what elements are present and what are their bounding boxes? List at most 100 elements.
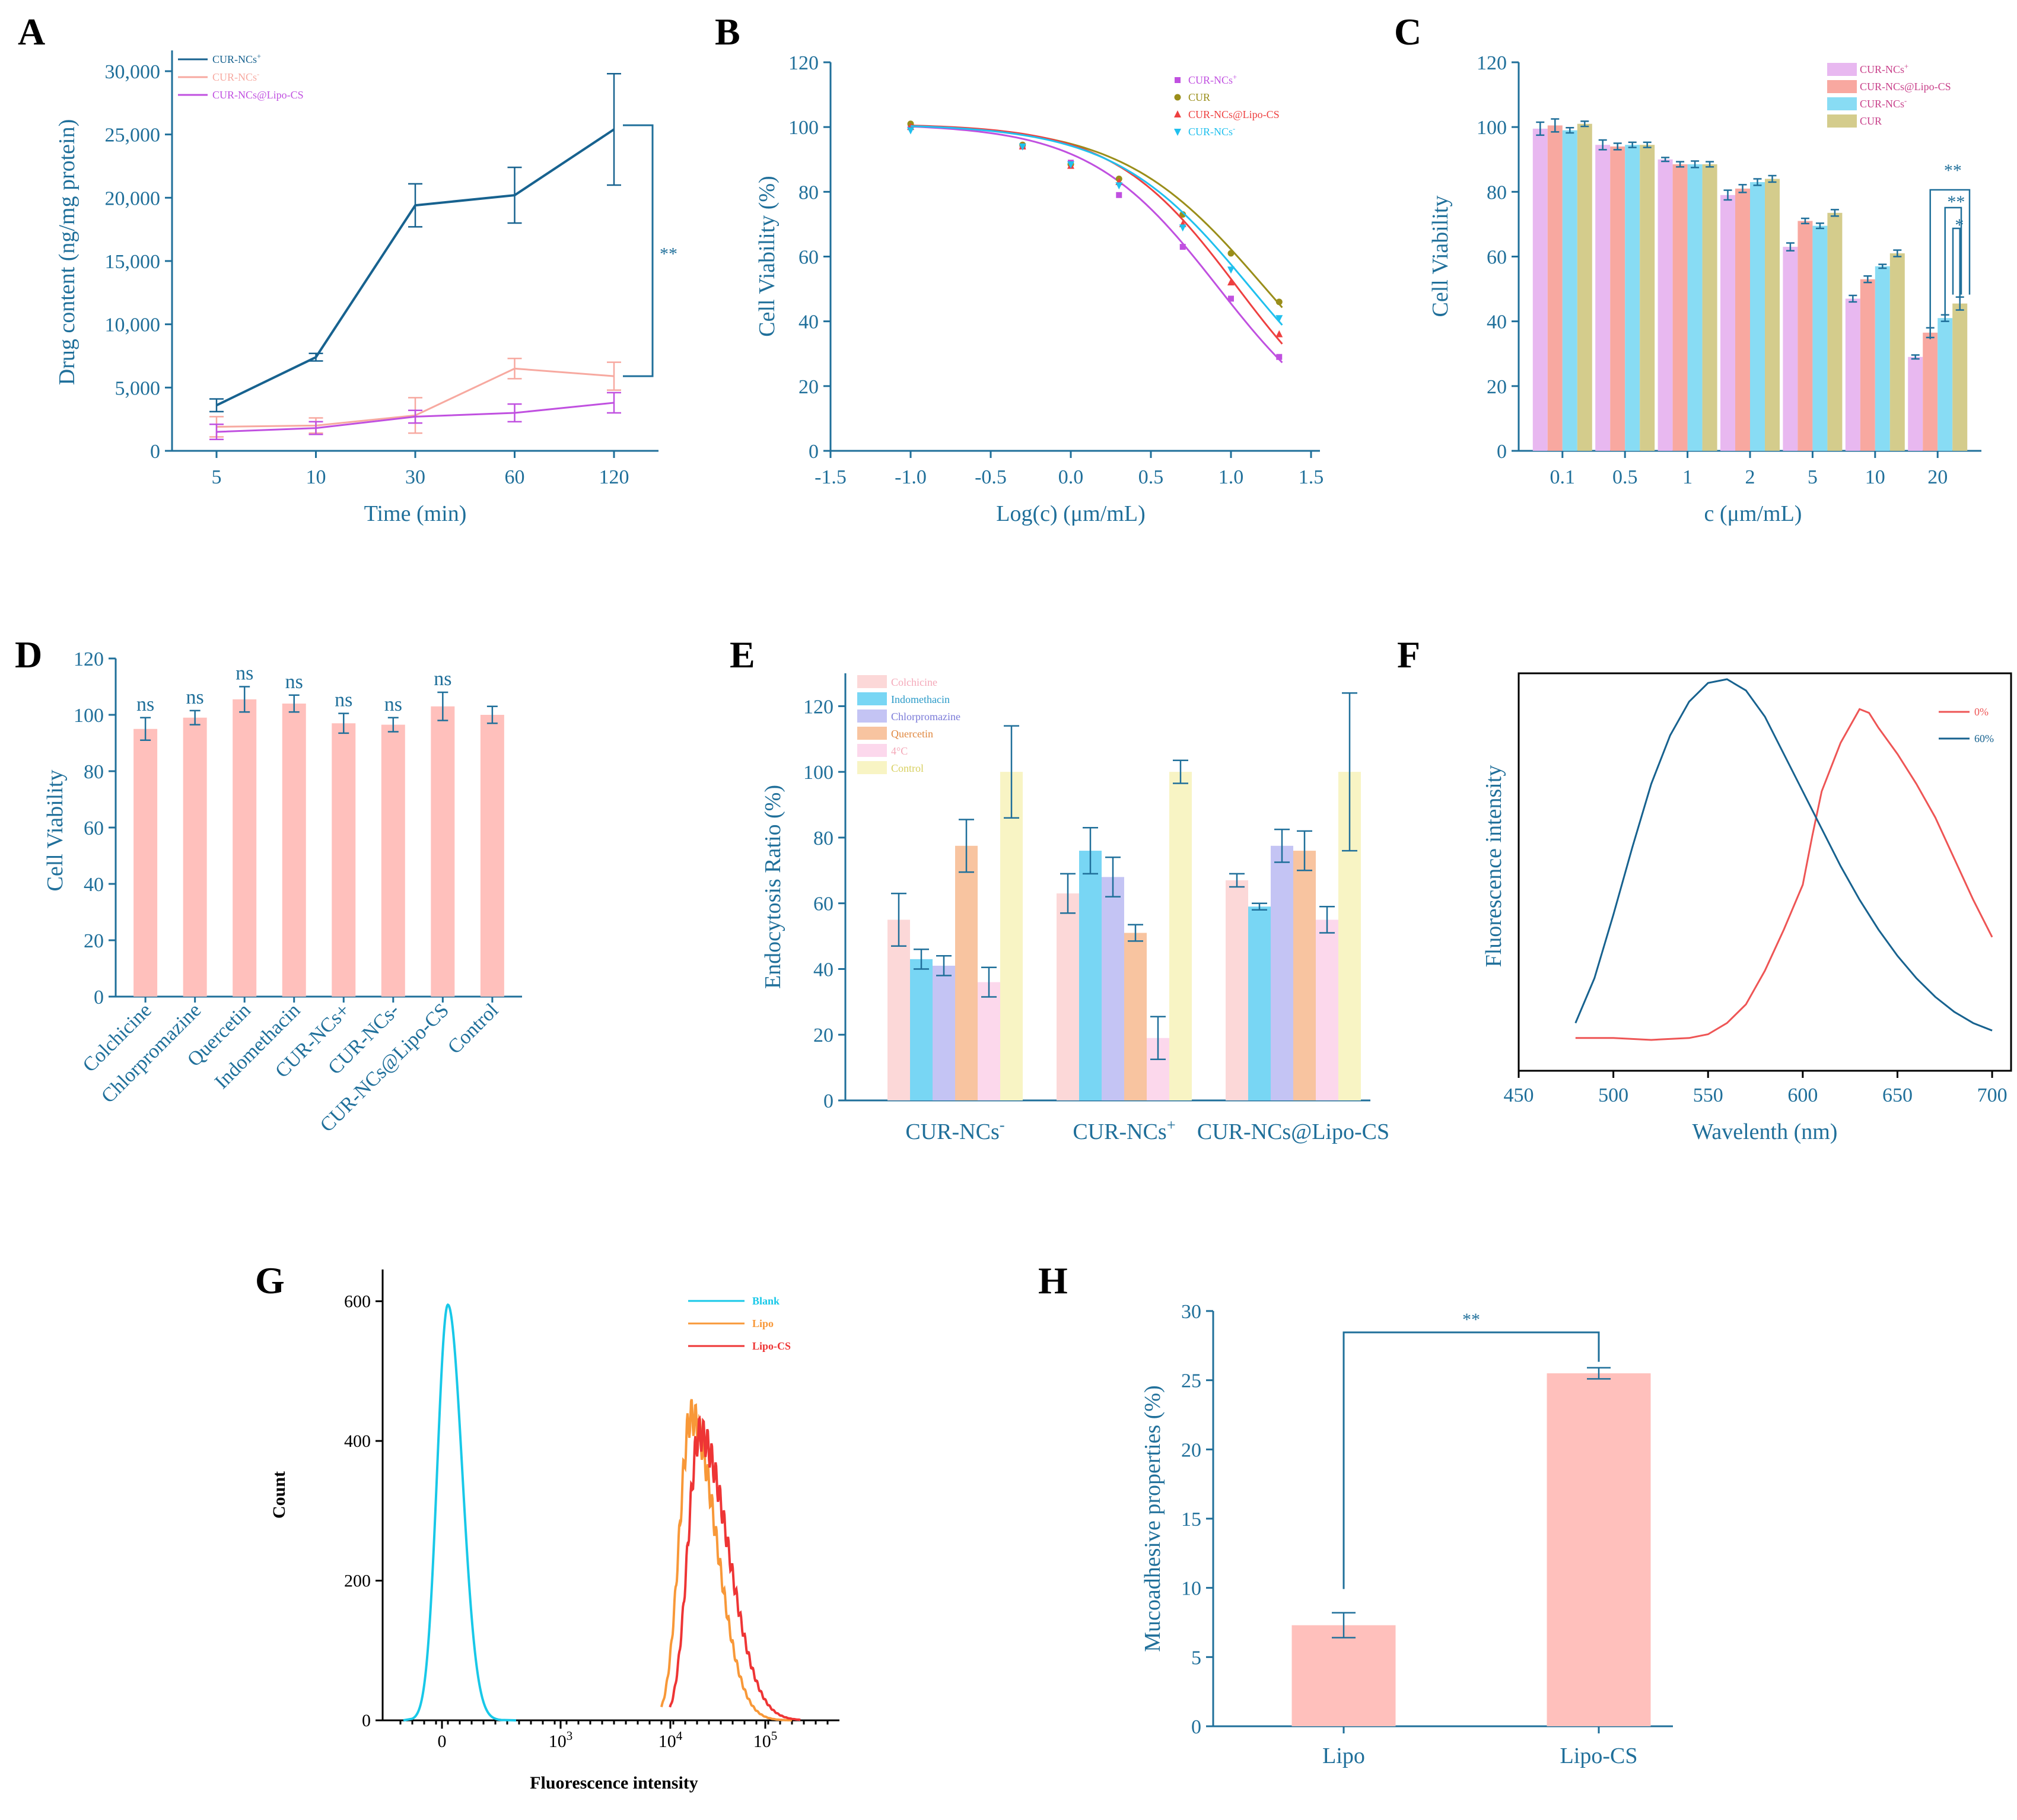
y-tick-label: 40	[798, 311, 819, 333]
bar	[1938, 318, 1953, 451]
x-tick-label: 10	[306, 466, 326, 488]
bar	[1124, 933, 1147, 1100]
data-point	[1227, 278, 1235, 286]
x-tick-label: 0.5	[1138, 466, 1164, 488]
significance-bracket	[623, 124, 654, 377]
bar	[431, 706, 455, 997]
bar	[1783, 247, 1798, 451]
bar	[1923, 332, 1938, 451]
panel-f-fluorescence-spectrum-chart: 450 500 550 600 650 700 Wavelenth (nm) Fluoresc…	[1481, 672, 2012, 1144]
histogram-line	[669, 1415, 801, 1722]
y-axis-title: Cell Viability	[43, 770, 68, 892]
legend-swatch	[857, 761, 887, 774]
x-tick-label: 60	[505, 466, 525, 488]
y-tick-label: 30	[1181, 1301, 1201, 1323]
bar	[1226, 880, 1248, 1100]
y-tick-label: 25	[1181, 1370, 1201, 1392]
bar	[1057, 893, 1079, 1100]
x-tick-label: 0.1	[1550, 466, 1576, 488]
bar	[1735, 188, 1750, 451]
legend-marker	[1174, 94, 1181, 101]
legend-label: CUR-NCs-	[1860, 97, 1907, 110]
significance-bracket	[1929, 189, 1971, 339]
plot-frame	[1517, 672, 2012, 1072]
x-axis-title: Fluorescence intensity	[530, 1773, 698, 1793]
significance-label: **	[660, 244, 677, 264]
panel-label-g: G	[255, 1259, 285, 1302]
y-tick-label: 0	[150, 441, 160, 463]
legend-label: Control	[891, 762, 924, 774]
x-tick-label: 105	[753, 1729, 778, 1751]
y-tick-label: 0	[94, 987, 104, 1008]
legend-swatch	[1827, 114, 1857, 128]
bar	[955, 845, 978, 1100]
x-tick-label: 20	[1927, 466, 1948, 488]
y-tick-label: 100	[803, 762, 833, 784]
x-tick-label: -1.5	[815, 466, 847, 488]
panel-g-flow-cytometry-chart: 0 200 400 600 0 103 104 105 Fluorescence intensi…	[269, 1269, 839, 1793]
panel-label-f: F	[1397, 634, 1420, 676]
y-tick-label: 20	[798, 376, 819, 398]
legend-label: CUR	[1188, 91, 1210, 103]
panel-c-viability-bar-chart: 0 20 40 60 80 100 120 0.1 0.5 1 2 5 10 20 c (μm/mL) Cel…	[1428, 52, 1981, 526]
y-tick-label: 20	[813, 1024, 833, 1046]
y-axis-title: Endocytosis Ratio (%)	[761, 785, 785, 989]
data-point	[1275, 315, 1283, 323]
group-label: CUR-NCs-	[905, 1116, 1004, 1144]
bar	[1293, 851, 1316, 1100]
x-tick-label: 0	[438, 1732, 447, 1751]
y-tick-label: 100	[74, 705, 104, 727]
y-tick-label: 40	[1487, 311, 1507, 333]
panel-label-a: A	[18, 11, 45, 53]
y-tick-label: 80	[84, 761, 104, 783]
x-tick-label: 10	[1865, 466, 1885, 488]
panel-b-viability-curve-chart: 0 20 40 60 80 100 120 -1.5 -1.0 -0.5 0.0 0.5 1.0 1.5 L…	[755, 52, 1324, 526]
significance-bracket	[1944, 206, 1962, 315]
y-tick-label: 20,000	[105, 187, 161, 209]
legend-swatch	[1827, 63, 1857, 76]
x-tick-label: Lipo	[1322, 1743, 1365, 1768]
spectrum-line	[1575, 708, 1993, 1041]
legend-label: Indomethacin	[891, 693, 950, 705]
y-axis-title: Cell Viability (%)	[755, 176, 780, 336]
bar	[332, 723, 356, 997]
x-tick-label: 450	[1504, 1084, 1534, 1106]
y-tick-label: 60	[1487, 247, 1507, 269]
y-tick-label: 120	[788, 52, 819, 74]
y-tick-label: 100	[1477, 117, 1507, 139]
legend-marker	[1175, 77, 1181, 83]
panel-label-c: C	[1394, 11, 1421, 53]
data-point	[1275, 330, 1283, 338]
bar	[1640, 145, 1655, 451]
bar	[1547, 1373, 1651, 1726]
y-tick-label: 400	[344, 1431, 371, 1451]
x-tick-label: Control	[444, 999, 503, 1058]
legend-label: CUR	[1860, 115, 1882, 127]
legend-label: Chlorpromazine	[891, 711, 960, 723]
bar	[933, 965, 955, 1100]
y-tick-label: 0	[823, 1090, 833, 1112]
bar	[1750, 182, 1765, 451]
bar	[1812, 225, 1828, 451]
y-tick-label: 10,000	[105, 314, 161, 336]
data-point	[1227, 266, 1235, 274]
bar	[1169, 772, 1192, 1100]
x-tick-label: -1.0	[895, 466, 927, 488]
bar	[1889, 253, 1905, 451]
bar	[1532, 128, 1548, 451]
x-tick-label: 700	[1977, 1084, 2008, 1106]
y-tick-label: 0	[1191, 1716, 1201, 1738]
legend-label: CUR-NCs+	[1188, 73, 1237, 86]
y-axis-title: Cell Viability	[1428, 196, 1453, 317]
fit-curve	[910, 125, 1283, 345]
significance-label: **	[1462, 1310, 1480, 1329]
y-tick-label: 5,000	[115, 377, 161, 399]
bar	[183, 717, 207, 997]
bar	[282, 704, 306, 997]
ns-label: ns	[384, 693, 402, 715]
legend-label: CUR-NCs+	[1860, 62, 1908, 75]
series-line	[216, 128, 615, 407]
legend-swatch	[857, 727, 887, 740]
bar	[1562, 130, 1577, 451]
histogram-line	[660, 1399, 792, 1722]
